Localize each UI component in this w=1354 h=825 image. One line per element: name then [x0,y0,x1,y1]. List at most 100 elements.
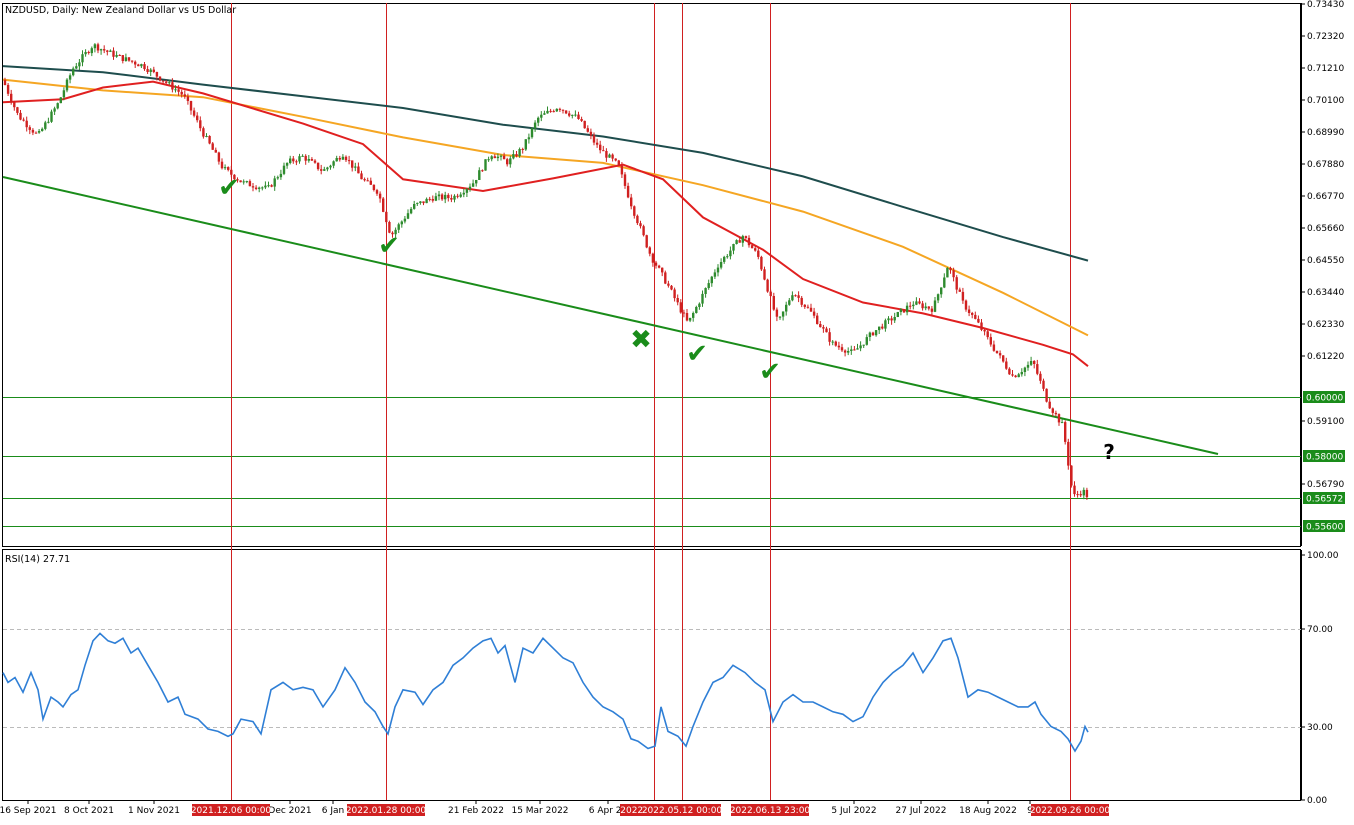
price-tick-label: 0.64550 [1307,256,1344,266]
candle-body [366,180,369,182]
candle-body [391,232,394,235]
candle-body [378,193,382,199]
candle-body [344,156,348,161]
candle-body [307,159,310,161]
candle-body [850,349,853,351]
candle-body [561,109,565,111]
candle-body [459,194,462,197]
candle-body [747,237,751,246]
candle-body [723,256,726,262]
candle-body [478,170,481,180]
time-tick-label: 21 Feb 2022 [448,806,504,816]
level-label-box [1303,450,1345,462]
candle-body [546,110,549,114]
candle-body [78,62,81,67]
candle-body [31,129,35,133]
candle-body [654,262,658,266]
candle-body [161,80,165,82]
candle-body [918,301,921,304]
candle-body [223,167,227,169]
candle-body [456,195,459,197]
candle-body [630,197,633,207]
candle-body [1064,422,1067,442]
candle-body [1026,364,1030,368]
candle-body [450,198,453,200]
level-label: 0.56572 [1306,495,1343,505]
candle-body [989,337,992,345]
level-label: 0.60000 [1306,394,1343,404]
candle-body [729,250,732,257]
candle-body [614,158,617,161]
candle-body [586,128,589,132]
candle-body [292,158,295,162]
candle-body [13,102,16,108]
candle-body [447,194,450,199]
price-tick-label: 0.67880 [1307,160,1344,170]
candle-body [862,344,865,346]
candle-body [688,317,692,321]
candle-body [121,55,124,61]
candle-body [1005,361,1008,369]
candle-body [41,128,44,131]
candle-body [555,108,558,112]
candle-body [351,160,354,168]
candle-body [533,122,537,129]
candle-body [874,330,878,336]
candle-body [971,313,974,315]
candle-body [87,52,90,53]
candle-body [406,213,410,219]
candle-body [484,159,487,171]
candle-body [192,110,196,116]
check-mark-icon: ✔ [378,231,400,261]
descending-trendline [2,176,1219,455]
candle-body [515,154,518,157]
candle-body [471,183,475,187]
candle-body [382,198,385,212]
candle-body [1042,380,1045,389]
candle-body [1017,374,1020,378]
candle-body [496,156,500,159]
candle-body [205,136,208,137]
candle-body [679,302,682,313]
candle-body [800,297,803,305]
candle-body [592,135,596,143]
candle-body [648,247,651,254]
event-date-label: 2022.05.12 00:00 [642,806,723,816]
candle-body [946,268,949,278]
candle-body [571,114,574,116]
candle-body [664,272,667,284]
candle-body [276,177,279,179]
candle-body [992,344,996,351]
candle-body [44,122,47,129]
vertical-event-lines [231,3,1071,800]
candle-body [22,119,25,121]
candle-body [692,313,695,318]
event-date-labels: 2021.12.06 00:00 2022.01.28 00:00 2022.020… [191,804,1110,816]
candle-body [1085,489,1089,498]
time-tick-label: 18 Aug 2022 [959,806,1017,816]
candle-body [1039,373,1042,381]
candle-body [878,326,881,331]
candle-body [698,303,701,307]
candle-body [915,301,918,305]
candle-body [695,307,698,313]
candle-body [642,226,645,236]
candle-body [196,115,199,121]
rsi-title: RSI(14) 27.71 [5,554,70,565]
time-tick-label: Dec 2021 [268,806,311,816]
candle-body [118,55,121,56]
candle-body [251,186,255,188]
candle-body [741,236,744,243]
candle-body [772,296,775,310]
candle-body [313,160,317,163]
candle-body [96,44,100,51]
candle-body [236,179,239,181]
price-tick-label: 0.62330 [1307,320,1344,330]
candle-body [363,179,366,181]
price-panel-frame [2,3,1301,547]
candle-body [72,68,75,76]
candle-body [887,318,890,321]
candle-body [279,173,283,178]
candle-body [335,158,338,162]
